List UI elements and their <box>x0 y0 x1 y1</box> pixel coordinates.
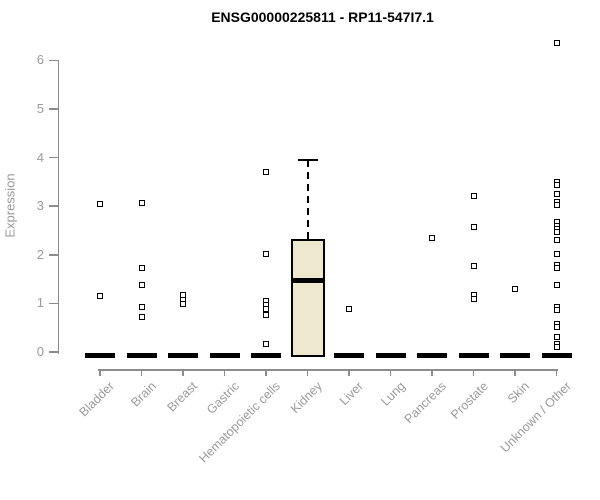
zero-median-bar <box>251 353 281 358</box>
outlier-point <box>470 263 477 270</box>
zero-median-bar <box>541 353 572 358</box>
x-tick <box>348 369 350 376</box>
x-axis-line <box>98 369 558 371</box>
outlier-point <box>553 324 560 331</box>
outlier-point <box>553 202 560 209</box>
outlier-point <box>346 305 352 312</box>
zero-median-bar <box>458 353 489 358</box>
chart-title: ENSG00000225811 - RP11-547I7.1 <box>211 9 434 25</box>
outlier-point <box>553 250 560 257</box>
x-tick <box>306 369 309 376</box>
x-tick <box>223 369 226 376</box>
y-tick <box>48 156 58 159</box>
y-tick-label: 2 <box>36 246 44 262</box>
outlier-point <box>553 39 560 46</box>
x-tick <box>140 369 143 376</box>
outlier-point <box>263 312 269 319</box>
zero-median-bar <box>85 353 115 358</box>
box-median <box>290 278 325 284</box>
zero-median-bar <box>209 353 240 358</box>
y-tick <box>48 254 58 256</box>
outlier-point <box>553 307 560 314</box>
outlier-point <box>263 169 269 176</box>
outlier-point <box>429 234 435 241</box>
outlier-point <box>138 265 145 272</box>
box <box>290 239 325 357</box>
outlier-point <box>553 190 560 197</box>
outlier-point <box>553 344 560 351</box>
y-tick-label: 5 <box>36 101 44 116</box>
x-tick <box>182 369 184 376</box>
y-tick <box>48 108 58 110</box>
y-axis-line <box>57 60 59 354</box>
zero-median-bar <box>417 353 447 358</box>
outlier-point <box>138 282 145 289</box>
outlier-point <box>138 303 145 310</box>
outlier-point <box>138 199 145 206</box>
outlier-point <box>553 265 560 272</box>
y-tick-label: 0 <box>36 344 44 359</box>
outlier-point <box>470 295 477 302</box>
y-tick <box>48 351 58 353</box>
outlier-point <box>97 293 103 300</box>
outlier-point <box>553 237 560 244</box>
y-tick <box>48 302 58 305</box>
zero-median-bar <box>334 353 364 358</box>
x-tick <box>99 369 101 376</box>
y-tick-label: 3 <box>36 198 44 214</box>
y-tick-label: 6 <box>36 52 44 68</box>
x-tick <box>431 369 433 376</box>
outlier-point <box>470 192 477 199</box>
outlier-point <box>97 200 103 207</box>
outlier-point <box>263 250 269 257</box>
outlier-point <box>470 224 477 231</box>
x-tick <box>555 369 558 376</box>
outlier-point <box>180 301 186 308</box>
outlier-point <box>263 305 269 312</box>
y-tick-label: 4 <box>36 149 44 165</box>
zero-median-bar <box>500 353 530 358</box>
outlier-point <box>553 333 560 340</box>
x-tick <box>514 369 516 376</box>
outlier-point <box>512 285 518 292</box>
x-tick <box>389 369 392 376</box>
outlier-point <box>263 341 269 348</box>
outlier-point <box>553 228 560 235</box>
whisker-cap <box>297 159 318 162</box>
zero-median-bar <box>375 353 406 358</box>
x-tick <box>472 369 475 376</box>
y-tick <box>48 59 58 62</box>
box-whisker <box>306 160 309 240</box>
zero-median-bar <box>168 353 198 358</box>
outlier-point <box>138 313 145 320</box>
outlier-point <box>553 282 560 289</box>
zero-median-bar <box>126 353 157 358</box>
y-tick-label: 1 <box>36 295 44 311</box>
y-tick <box>48 205 58 207</box>
outlier-point <box>553 182 560 189</box>
x-tick <box>265 369 267 376</box>
